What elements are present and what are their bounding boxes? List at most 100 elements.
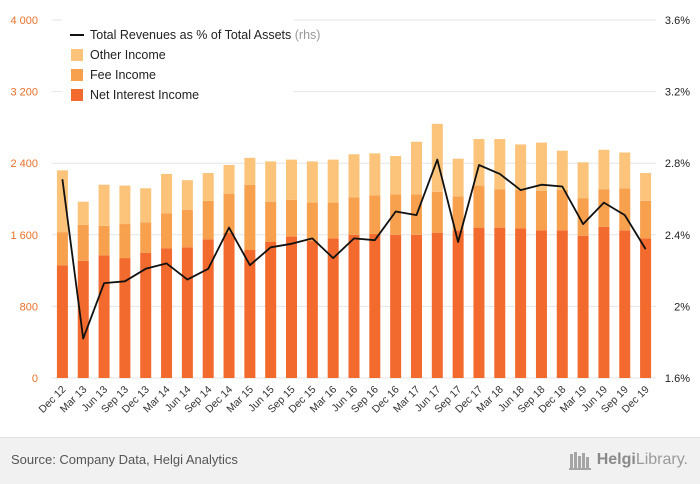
bar-other-income: [598, 149, 610, 190]
right-axis-tick-label: 1.6%: [665, 373, 690, 385]
bar-net-interest-income: [140, 252, 152, 378]
bar-net-interest-income: [244, 250, 256, 378]
bar-fee-income: [265, 201, 277, 242]
bar-net-interest-income: [369, 233, 381, 378]
bar-net-interest-income: [452, 230, 464, 378]
legend: Total Revenues as % of Total Assets (rhs…: [62, 17, 320, 110]
line-series: [61, 158, 647, 340]
bar-fee-income: [244, 184, 256, 251]
bar-net-interest-income: [556, 230, 568, 378]
bar-net-interest-income: [515, 228, 527, 378]
legend-swatch-fee-income: [71, 69, 83, 81]
bar-other-income: [202, 173, 214, 201]
bar-net-interest-income: [640, 238, 652, 378]
bar-net-interest-income: [77, 260, 89, 378]
bar-net-interest-income: [56, 265, 68, 378]
bar-fee-income: [494, 189, 506, 228]
bar-fee-income: [223, 193, 235, 234]
bar-other-income: [265, 161, 277, 202]
right-axis-tick-label: 3.2%: [665, 87, 690, 99]
brand-name-rest: Library.: [635, 451, 688, 468]
bar-fee-income: [140, 222, 152, 253]
left-axis-tick-label: 4 000: [10, 15, 38, 27]
bar-other-income: [515, 144, 527, 191]
bar-fee-income: [598, 189, 610, 227]
bar-other-income: [577, 162, 589, 199]
bar-other-income: [327, 159, 339, 203]
bar-net-interest-income: [286, 236, 298, 378]
bar-other-income: [410, 141, 422, 195]
chart: 0 800 1 600 2 400 3 200 4 000 1.6% 2% 2.4% 2.8% 3…: [10, 15, 690, 416]
footer: Source: Company Data, Helgi Analytics He…: [0, 437, 700, 484]
legend-swatch-net-interest-income: [71, 89, 83, 101]
library-logo-icon: [568, 452, 591, 470]
legend-label-other-income: Other Income: [90, 48, 166, 62]
bar-other-income: [619, 152, 631, 189]
source-note: Source: Company Data, Helgi Analytics: [11, 452, 238, 467]
left-axis-tick-label: 3 200: [10, 87, 38, 99]
bar-fee-income: [577, 198, 589, 236]
bar-other-income: [77, 201, 89, 225]
bar-fee-income: [181, 209, 193, 248]
bar-net-interest-income: [598, 226, 610, 378]
bar-net-interest-income: [494, 227, 506, 378]
bar-net-interest-income: [619, 230, 631, 378]
bar-net-interest-income: [473, 227, 485, 378]
bar-fee-income: [161, 213, 173, 249]
bar-net-interest-income: [410, 234, 422, 378]
bar-fee-income: [535, 190, 547, 231]
bar-net-interest-income: [98, 255, 110, 378]
bar-fee-income: [390, 194, 402, 235]
revenues-pct-line: [61, 158, 647, 340]
legend-swatch-other-income: [71, 49, 83, 61]
bar-net-interest-income: [119, 258, 131, 378]
bar-net-interest-income: [327, 238, 339, 378]
right-y-axis: 1.6% 2% 2.4% 2.8% 3.2% 3.6%: [665, 15, 690, 385]
legend-background: [62, 17, 294, 110]
right-axis-tick-label: 2%: [674, 301, 690, 313]
bar-net-interest-income: [348, 234, 360, 378]
bar-fee-income: [556, 190, 568, 231]
helgi-library-logo[interactable]: Helgi Library.: [568, 448, 688, 472]
bar-net-interest-income: [390, 234, 402, 378]
brand-name-bold: Helgi: [596, 451, 636, 468]
bar-fee-income: [348, 197, 360, 235]
left-axis-tick-label: 2 400: [10, 158, 38, 170]
bar-fee-income: [619, 188, 631, 231]
bar-net-interest-income: [306, 241, 318, 378]
bar-fee-income: [431, 191, 443, 234]
bar-net-interest-income: [202, 239, 214, 378]
bar-other-income: [306, 161, 318, 203]
bar-other-income: [556, 150, 568, 191]
bar-net-interest-income: [577, 235, 589, 378]
bar-other-income: [348, 154, 360, 198]
bar-fee-income: [369, 195, 381, 234]
bar-other-income: [640, 173, 652, 201]
right-axis-tick-label: 2.4%: [665, 230, 690, 242]
bar-fee-income: [56, 232, 68, 266]
bar-fee-income: [77, 224, 89, 261]
bar-net-interest-income: [431, 233, 443, 378]
bar-series: [56, 123, 652, 378]
bar-other-income: [223, 164, 235, 194]
legend-label-net-interest-income: Net Interest Income: [90, 88, 199, 102]
bar-other-income: [431, 123, 443, 192]
bar-net-interest-income: [265, 241, 277, 378]
left-y-axis: 0 800 1 600 2 400 3 200 4 000: [10, 15, 38, 385]
bar-fee-income: [202, 200, 214, 240]
bar-other-income: [452, 158, 464, 197]
bar-fee-income: [640, 200, 652, 239]
legend-label-revenues: Total Revenues as % of Total Assets (rhs…: [90, 28, 320, 42]
legend-label-fee-income: Fee Income: [90, 68, 156, 82]
right-axis-tick-label: 2.8%: [665, 158, 690, 170]
bar-other-income: [119, 185, 131, 225]
bar-other-income: [98, 184, 110, 226]
bar-fee-income: [452, 196, 464, 231]
right-axis-tick-label: 3.6%: [665, 15, 690, 27]
bar-fee-income: [286, 199, 298, 237]
bar-other-income: [369, 153, 381, 196]
bar-other-income: [161, 173, 173, 214]
bar-other-income: [390, 156, 402, 195]
bar-other-income: [286, 159, 298, 200]
bar-other-income: [56, 170, 68, 233]
